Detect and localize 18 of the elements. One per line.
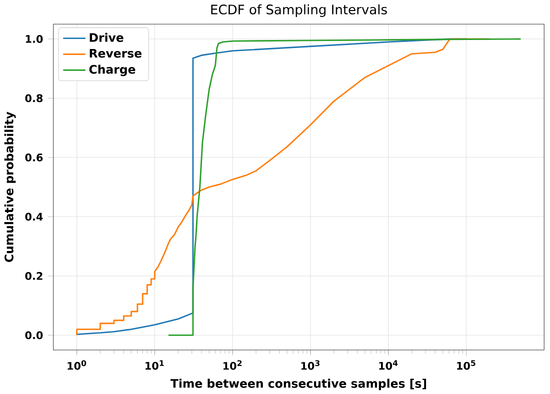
y-tick-label: 1.0 (26, 34, 43, 43)
y-tick-label: 0.0 (25, 331, 43, 339)
x-tick-label: 10$^{3}$ (301, 360, 320, 370)
x-tick-label: 10$^{4}$ (379, 360, 398, 370)
x-tick-label: 10$^{0}$ (68, 360, 86, 370)
y-axis-title: Cumulative probability (4, 112, 16, 262)
legend-label: Charge (89, 64, 136, 76)
y-tick-label: 0.2 (25, 272, 42, 280)
x-tick-label: 10$^{5}$ (457, 360, 476, 370)
chart-title: ECDF of Sampling Intervals (211, 4, 387, 17)
y-tick-label: 0.6 (25, 153, 43, 162)
x-tick-label: 10$^{1}$ (146, 360, 164, 370)
x-axis-title: Time between consecutive samples [s] (170, 378, 426, 390)
legend-label: Drive (90, 32, 124, 42)
legend-label: Reverse (90, 48, 142, 58)
y-tick-label: 0.4 (25, 212, 43, 220)
x-tick-label: 10$^{2}$ (223, 360, 242, 370)
y-tick-label: 0.8 (25, 94, 43, 102)
